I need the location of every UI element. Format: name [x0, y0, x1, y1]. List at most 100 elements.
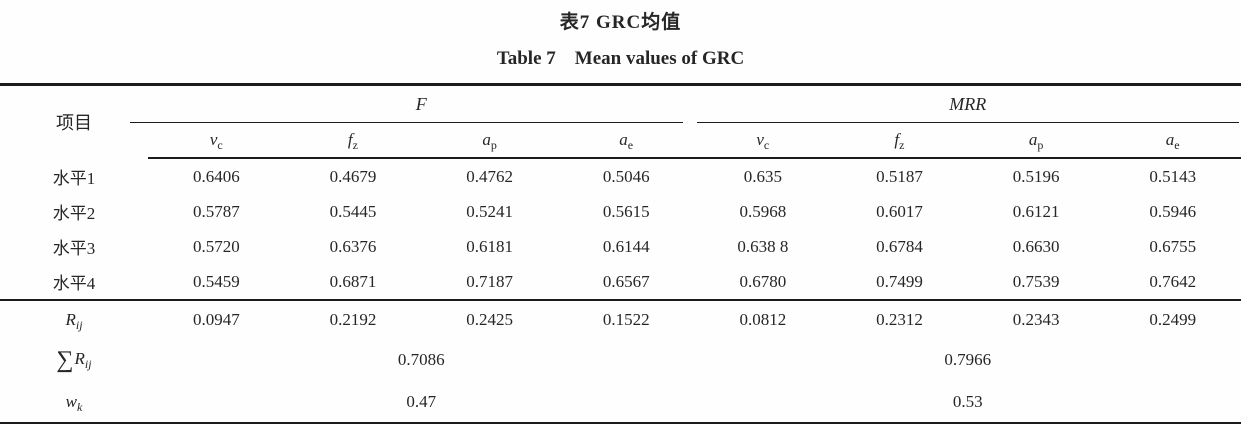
- value-cell: 0.6871: [284, 264, 422, 301]
- table-row-level-4: 水平4 0.5459 0.6871 0.7187 0.6567 0.6780 0…: [0, 264, 1241, 301]
- symbol-base: v: [756, 130, 764, 149]
- value-cell: 0.5445: [329, 201, 377, 221]
- group-label-f: F: [415, 94, 427, 114]
- value-cell: 0.5968: [739, 201, 787, 221]
- col-header-ae-f: ae: [557, 123, 695, 159]
- symbol-sub: c: [763, 138, 770, 152]
- symbol-base: R: [65, 309, 76, 329]
- row-label-rij: Rij: [0, 300, 148, 338]
- value-cell: 0.5787: [192, 201, 240, 221]
- value-cell: 0.6144: [602, 236, 650, 256]
- value-cell: 0.5946: [1149, 201, 1197, 221]
- group-label-mrr: MRR: [949, 94, 987, 114]
- table-row-level-2: 水平2 0.5787 0.5445 0.5241 0.5615 0.5968 0…: [0, 194, 1241, 229]
- table-row-wk: wk 0.47 0.53: [0, 382, 1241, 425]
- table-row-level-3: 水平3 0.5720 0.6376 0.6181 0.6144 0.638 8 …: [0, 229, 1241, 264]
- col-group-header-mrr: MRR: [695, 85, 1241, 124]
- value-cell: 0.6121: [1012, 201, 1060, 221]
- symbol-sub: p: [1037, 138, 1044, 152]
- wk-value-mrr: 0.53: [952, 392, 983, 411]
- value-cell: 0.6755: [1149, 236, 1197, 256]
- col-header-ap-f: ap: [421, 123, 558, 159]
- symbol-base: a: [1165, 130, 1175, 149]
- col-header-item: 项目: [56, 113, 92, 133]
- value-cell: 0.2343: [1012, 309, 1060, 329]
- col-header-vc-mrr: vc: [694, 123, 832, 159]
- value-cell: 0.6406: [192, 166, 240, 186]
- sub-header-row: vc fz ap ae vc fz ap ae: [0, 123, 1241, 159]
- col-header-fz-f: fz: [284, 123, 422, 159]
- sum-value-f: 0.7086: [397, 350, 445, 369]
- value-cell: 0.6567: [557, 264, 695, 301]
- group-header-row: 项目 F MRR: [0, 85, 1241, 133]
- value-cell: 0.2312: [876, 309, 923, 329]
- table-caption-zh: 表7 GRC均值: [559, 12, 682, 33]
- value-cell: 0.7499: [831, 264, 968, 301]
- symbol-base: a: [482, 130, 491, 149]
- col-header-ae-mrr: ae: [1104, 123, 1241, 159]
- table-caption-en: Table 7 Mean values of GRC: [496, 48, 745, 69]
- value-cell: 0.5046: [602, 166, 650, 186]
- value-cell: 0.0947: [192, 309, 240, 329]
- value-cell: 0.7187: [421, 264, 558, 301]
- value-cell: 0.4679: [329, 166, 377, 186]
- symbol-base: a: [1028, 130, 1038, 149]
- row-label-wk: wk: [0, 382, 148, 425]
- symbol-sub: c: [217, 138, 223, 152]
- value-cell: 0.5196: [1012, 166, 1060, 186]
- value-cell: 0.7539: [967, 264, 1105, 301]
- value-cell: 0.5720: [192, 236, 240, 256]
- symbol-sub: e: [627, 138, 634, 152]
- sum-value-mrr: 0.7966: [944, 350, 992, 369]
- symbol-sub: z: [352, 138, 358, 152]
- symbol-sub: e: [1174, 138, 1180, 152]
- value-cell: 0.5187: [876, 166, 923, 186]
- value-cell: 0.5615: [602, 201, 650, 221]
- value-cell: 0.5241: [466, 201, 513, 221]
- symbol-sub: ij: [84, 356, 92, 371]
- col-header-vc-f: vc: [148, 123, 285, 159]
- sigma-symbol: ∑: [56, 346, 74, 373]
- value-cell: 0.6017: [876, 201, 923, 221]
- col-header-ap-mrr: ap: [967, 123, 1105, 159]
- symbol-base: w: [65, 392, 77, 411]
- grc-mean-table: 项目 F MRR vc fz ap ae vc fz ap ae 水平1 0.6…: [0, 83, 1241, 425]
- value-cell: 0.5459: [148, 264, 285, 301]
- table-row-sum-rij: ∑Rij 0.7086 0.7966: [0, 338, 1241, 382]
- value-cell: 0.6780: [694, 264, 832, 301]
- value-cell: 0.6376: [329, 236, 377, 256]
- value-cell: 0.6784: [876, 236, 923, 256]
- row-label: 水平3: [52, 239, 96, 258]
- value-cell: 0.0812: [739, 309, 787, 329]
- value-cell: 0.635: [743, 166, 782, 186]
- table-row-level-1: 水平1 0.6406 0.4679 0.4762 0.5046 0.635 0.…: [0, 158, 1241, 194]
- value-cell: 0.2499: [1149, 309, 1197, 329]
- symbol-sub: ij: [75, 317, 83, 332]
- symbol-base: v: [209, 130, 218, 149]
- value-cell: 0.5143: [1149, 166, 1197, 186]
- value-cell: 0.1522: [602, 309, 650, 329]
- symbol-base: R: [74, 348, 85, 368]
- wk-value-f: 0.47: [406, 392, 437, 411]
- row-label: 水平1: [52, 168, 96, 188]
- symbol-base: f: [347, 130, 353, 149]
- symbol-base: a: [619, 130, 628, 149]
- value-cell: 0.2425: [466, 309, 513, 329]
- symbol-sub: p: [490, 138, 497, 152]
- row-label-sum-rij: ∑Rij: [0, 338, 148, 382]
- col-group-header-f: F: [130, 85, 695, 124]
- symbol-base: f: [894, 130, 900, 149]
- value-cell: 0.638 8: [737, 236, 789, 256]
- value-cell: 0.7642: [1104, 264, 1241, 301]
- col-header-fz-mrr: fz: [831, 123, 968, 159]
- symbol-sub: k: [77, 400, 83, 414]
- table-row-rij: Rij 0.0947 0.2192 0.2425 0.1522 0.0812 0…: [0, 300, 1241, 338]
- value-cell: 0.6630: [1012, 236, 1060, 256]
- value-cell: 0.2192: [329, 309, 377, 329]
- value-cell: 0.6181: [466, 236, 513, 256]
- row-label: 水平4: [0, 264, 148, 301]
- symbol-sub: z: [899, 138, 905, 152]
- value-cell: 0.4762: [466, 166, 513, 186]
- row-label: 水平2: [52, 204, 96, 223]
